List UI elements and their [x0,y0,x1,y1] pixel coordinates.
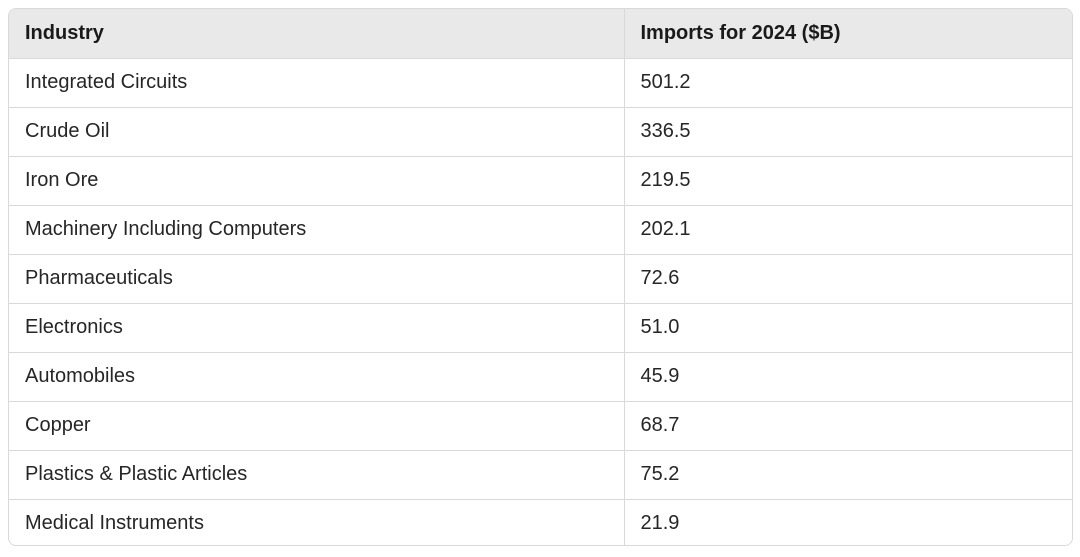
industry-cell: Medical Instruments [9,498,624,545]
industry-cell: Copper [9,400,624,450]
industry-cell: Integrated Circuits [25,71,188,93]
imports-cell: 21.9 [623,498,1072,545]
imports-cell: 202.1 [623,204,1072,254]
imports-cell: 51.0 [623,302,1072,352]
table-header: Industry Imports for 2024 ($B) [9,9,1072,59]
imports-cell: 75.2 [623,449,1072,499]
industry-cell: Iron Ore [9,155,624,205]
imports-table: Industry Imports for 2024 ($B) Integrate… [9,9,1072,545]
table-row: Integrated Circuits 501.2 [9,58,1072,107]
imports-cell: 501.2 [623,58,1072,107]
imports-cell: 68.7 [623,400,1072,450]
imports-cell: 219.5 [623,155,1072,205]
header-imports: Imports for 2024 ($B) [623,9,1072,59]
industry-cell: Pharmaceuticals [9,253,624,303]
table-row: Pharmaceuticals 72.6 [9,253,1072,303]
header-row: Industry Imports for 2024 ($B) [9,9,1072,59]
imports-table-container: Industry Imports for 2024 ($B) Integrate… [8,8,1073,546]
industry-cell: Crude Oil [9,106,624,156]
industry-cell: Electronics [9,302,624,352]
table-row: Electronics 51.0 [9,302,1072,352]
industry-cell: Plastics & Plastic Articles [9,449,624,499]
table-row: Machinery Including Computers 202.1 [9,204,1072,254]
table-row: Plastics & Plastic Articles 75.2 [9,449,1072,499]
industry-cell: Automobiles [9,351,624,401]
table-row: Crude Oil 336.5 [9,106,1072,156]
table-body: Integrated Circuits 501.2 Crude Oil 336.… [9,58,1072,545]
imports-cell: 45.9 [623,351,1072,401]
table-row: Iron Ore 219.5 [9,155,1072,205]
imports-cell: 72.6 [623,253,1072,303]
header-industry: Industry [9,9,624,59]
table-row: Copper 68.7 [9,400,1072,450]
table-row: Automobiles 45.9 [9,351,1072,401]
industry-cell: Machinery Including Computers [9,204,624,254]
table-row: Medical Instruments 21.9 [9,498,1072,545]
imports-cell: 336.5 [623,106,1072,156]
